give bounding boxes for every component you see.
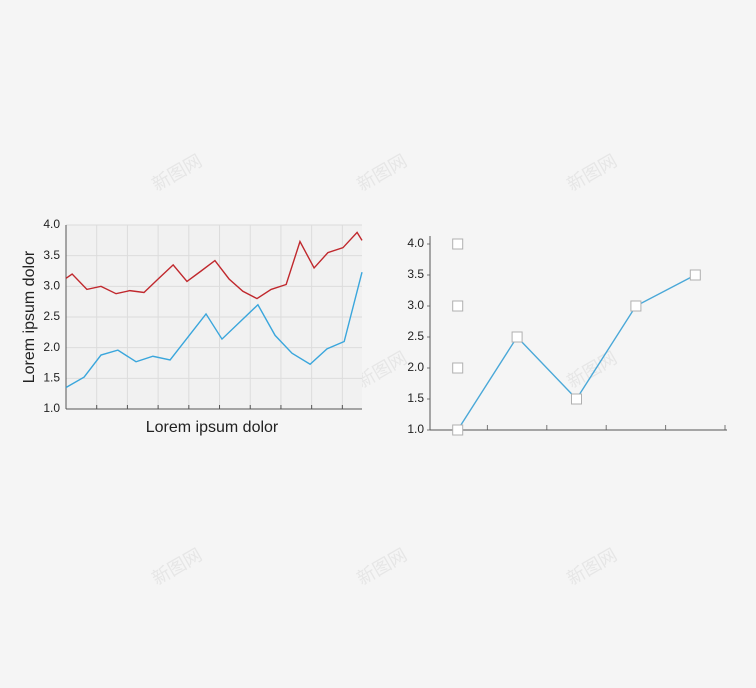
y-tick-label: 2.5 [43,309,60,323]
y-tick-label: 1.0 [43,401,60,415]
y-tick-label: 1.5 [407,391,424,405]
y-tick-label: 1.0 [407,422,424,436]
series-line [65,272,363,389]
y-tick-label: 3.5 [43,248,60,262]
y-tick-label: 2.0 [407,360,424,374]
watermark: 新图网 [149,151,206,196]
point-marker [452,424,464,436]
y-axis-title: Lorem ipsum dolor [21,250,38,383]
series-line [65,231,363,300]
chart-right: 1.0 1.5 2.0 2.5 3.0 3.5 4.0 [407,236,727,436]
watermark: 新图网 [564,348,621,393]
y-tick-label: 4.0 [407,236,424,250]
series-line [457,274,696,431]
y-tick-label: 3.5 [407,267,424,281]
point-marker [689,269,701,281]
point-marker [452,238,464,250]
y-tick-label: 2.0 [43,340,60,354]
watermark: 新图网 [149,545,206,590]
y-tick-label: 2.5 [407,329,424,343]
y-tick-label: 4.0 [43,217,60,231]
watermark: 新图网 [564,151,621,196]
y-tick-label: 3.0 [43,279,60,293]
point-marker [571,393,582,405]
point-marker [630,300,642,312]
x-axis-title: Lorem ipsum dolor [146,419,279,436]
watermark: 新图网 [354,151,411,196]
y-tick-label: 3.0 [407,298,424,312]
point-marker [511,331,523,343]
chart-left: Lorem ipsum dolor Lorem ipsum dolor 1.0 1… [21,217,363,436]
point-marker [452,300,464,312]
watermark: 新图网 [564,545,621,590]
y-tick-label: 1.5 [43,371,60,385]
watermark: 新图网 [354,545,411,590]
watermark: 新图网 [354,348,411,393]
point-marker [452,362,464,374]
